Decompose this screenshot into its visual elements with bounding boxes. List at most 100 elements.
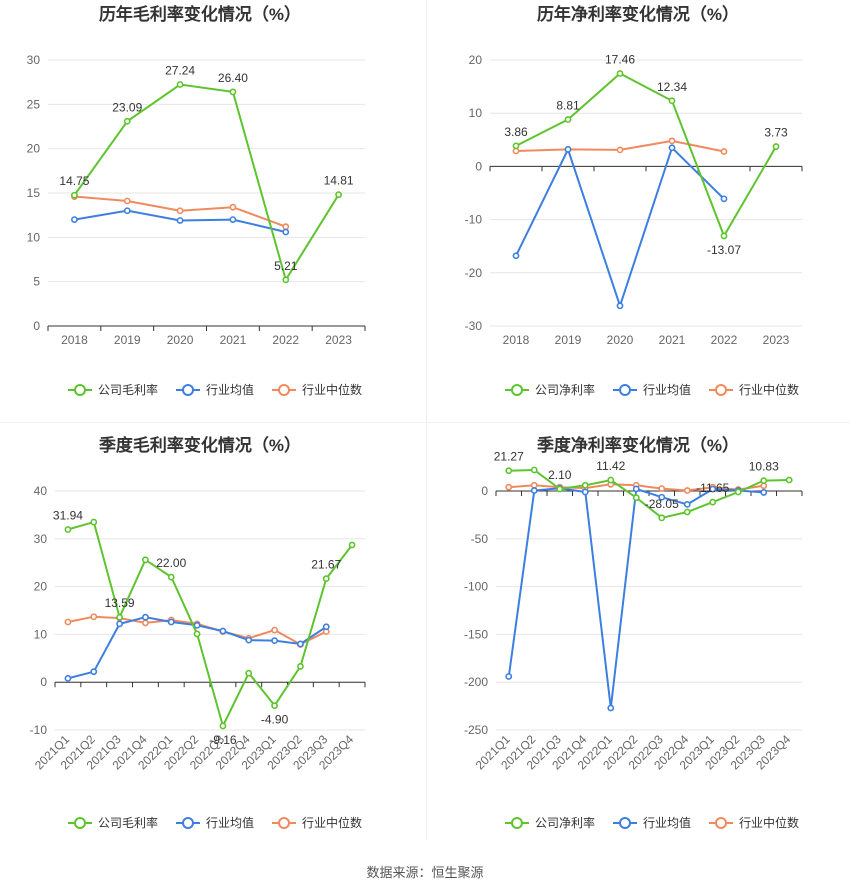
data-point <box>683 487 691 494</box>
y-tick-label: -200 <box>464 675 488 689</box>
y-tick-label: 20 <box>34 580 48 594</box>
data-point <box>142 613 149 621</box>
legend-label: 行业中位数 <box>302 382 362 397</box>
series-line-1 <box>508 468 790 519</box>
y-tick-label: 15 <box>27 186 41 200</box>
legend-item-3: 行业中位数 <box>709 382 799 397</box>
legend-label: 行业中位数 <box>739 815 799 830</box>
chart-4: 季度净利率变化情况（%）-250-200-150-100-5002021Q120… <box>464 435 803 830</box>
legend-label: 公司净利率 <box>535 815 595 830</box>
legend-item-3: 行业中位数 <box>272 382 362 397</box>
y-tick-label: 30 <box>27 53 41 67</box>
data-label: 11.42 <box>596 459 625 473</box>
data-point <box>530 481 538 489</box>
data-point <box>271 702 278 710</box>
data-label: -28.05 <box>645 497 679 511</box>
data-point <box>760 477 768 485</box>
legend-item-1: 公司毛利率 <box>68 382 158 397</box>
legend-label: 公司毛利率 <box>98 815 158 830</box>
data-point <box>271 626 278 634</box>
data-point <box>720 232 728 240</box>
y-tick-label: 5 <box>33 275 40 289</box>
data-point <box>709 485 717 493</box>
legend-marker <box>278 817 290 829</box>
legend-item-2: 行业均值 <box>613 382 691 397</box>
data-point <box>123 117 131 125</box>
data-point <box>512 252 520 260</box>
legend-label: 公司净利率 <box>535 382 595 397</box>
legend-item-2: 行业均值 <box>613 815 691 830</box>
y-tick-label: 10 <box>27 230 41 244</box>
data-point <box>556 485 564 493</box>
data-point <box>772 143 780 150</box>
legend-marker <box>74 817 86 829</box>
data-point <box>116 613 123 621</box>
data-label: 13.59 <box>105 596 135 610</box>
data-point <box>658 485 666 493</box>
data-point <box>71 191 78 199</box>
y-tick-label: 30 <box>34 532 48 546</box>
x-tick-label: 2018 <box>503 333 530 347</box>
legend-label: 公司毛利率 <box>98 382 158 397</box>
series-line-1 <box>515 72 777 239</box>
data-point <box>167 618 175 626</box>
data-point <box>245 636 253 644</box>
data-point <box>607 476 615 484</box>
data-label: 8.81 <box>556 99 580 113</box>
data-point <box>581 488 589 496</box>
data-source-note: 数据来源：恒生聚源 <box>366 865 484 880</box>
data-point <box>64 618 72 626</box>
data-label: -13.07 <box>707 243 741 257</box>
data-point <box>219 627 227 635</box>
legend-label: 行业均值 <box>206 815 254 830</box>
data-point <box>229 203 237 211</box>
legend-item-1: 公司毛利率 <box>68 815 158 830</box>
x-tick-label: 2022 <box>711 333 738 347</box>
legend-label: 行业中位数 <box>302 815 362 830</box>
legend-item-1: 公司净利率 <box>505 815 595 830</box>
x-tick-label: 2023 <box>763 333 790 347</box>
y-tick-label: -100 <box>464 580 488 594</box>
chart-title: 季度毛利率变化情况（%） <box>99 435 301 455</box>
x-tick-label: 2018 <box>61 333 88 347</box>
data-point <box>348 541 356 549</box>
data-point <box>616 146 624 154</box>
data-point <box>505 483 513 491</box>
y-tick-label: 10 <box>469 106 483 120</box>
x-tick-label: 2020 <box>607 333 634 347</box>
series-line-1 <box>73 83 340 283</box>
data-point <box>668 137 676 145</box>
chart-title: 季度净利率变化情况（%） <box>537 435 739 455</box>
legend-item-1: 公司净利率 <box>505 382 595 397</box>
y-tick-label: 0 <box>33 319 40 333</box>
data-point <box>90 518 98 526</box>
data-point <box>530 487 538 494</box>
data-point <box>116 620 123 628</box>
vertical-divider <box>426 0 427 840</box>
data-point <box>167 573 175 581</box>
data-label: 10.83 <box>749 460 779 474</box>
legend-item-2: 行业均值 <box>176 382 254 397</box>
y-tick-label: 0 <box>40 675 47 689</box>
legend-item-3: 行业中位数 <box>709 815 799 830</box>
data-label: 2.10 <box>548 468 572 482</box>
horizontal-divider <box>0 422 850 423</box>
data-point <box>229 216 237 223</box>
data-point <box>123 207 131 215</box>
data-point <box>322 575 330 583</box>
x-tick-label: 2019 <box>555 333 582 347</box>
data-label: 26.40 <box>218 71 248 85</box>
data-label: 31.94 <box>53 509 83 523</box>
data-point <box>734 488 742 496</box>
data-point <box>245 669 253 677</box>
data-point <box>658 514 666 522</box>
legend-label: 行业均值 <box>206 382 254 397</box>
y-tick-label: 25 <box>27 97 41 111</box>
data-label: 5.21 <box>274 259 298 273</box>
x-tick-label: 2022 <box>272 333 299 347</box>
data-label: -9.16 <box>209 733 237 747</box>
data-point <box>297 663 304 670</box>
data-label: 3.73 <box>764 126 788 140</box>
data-label: 22.00 <box>156 556 186 570</box>
